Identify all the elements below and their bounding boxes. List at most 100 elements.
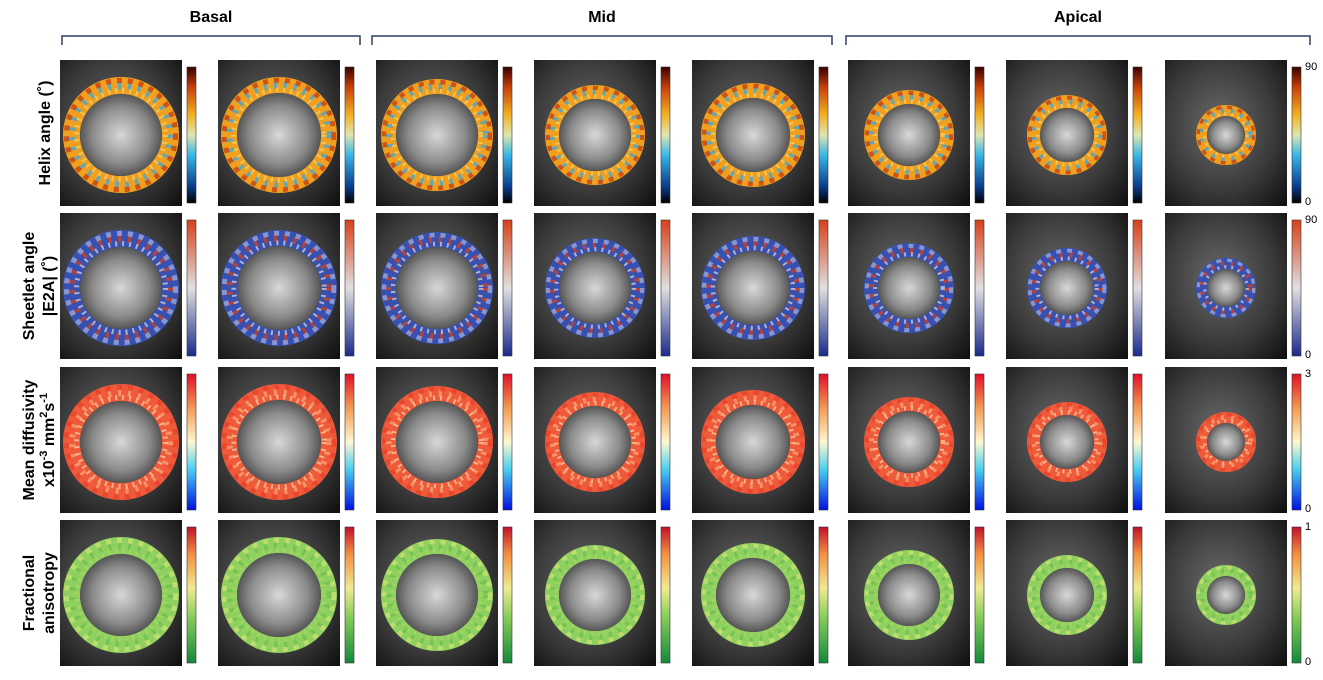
- myocardium-texture: [873, 406, 945, 478]
- mri-panel: [1165, 520, 1302, 666]
- colorbar: [974, 373, 985, 511]
- myocardium-texture: [390, 395, 484, 489]
- myocardium-texture: [67, 81, 175, 189]
- myocardium-texture: [385, 390, 489, 494]
- scale-min-label: 0: [1305, 196, 1311, 208]
- row-label-part: s: [41, 403, 58, 412]
- myocardium-texture: [1196, 412, 1256, 472]
- ventricle-cavity: [1207, 116, 1245, 154]
- myocardium-texture: [705, 394, 801, 490]
- mri-panel: [534, 520, 671, 666]
- mri-panel: [218, 367, 355, 513]
- mri-panel: [534, 60, 671, 206]
- myocardium-texture: [63, 230, 179, 346]
- mri-panel: [376, 367, 513, 513]
- ventricle-cavity: [80, 94, 162, 176]
- row-label-part: Helix angle (˚): [37, 81, 54, 186]
- mri-panel: [692, 213, 829, 359]
- myocardium-texture: [1035, 563, 1099, 627]
- myocardium-texture: [63, 77, 179, 193]
- colorbar: [1132, 373, 1143, 511]
- colorbar: [660, 219, 671, 357]
- myocardium-texture: [1203, 419, 1249, 465]
- myocardium-texture: [1035, 103, 1099, 167]
- mri-panel: [376, 213, 513, 359]
- myocardium-texture: [1027, 555, 1107, 635]
- myocardium-texture: [1035, 410, 1099, 474]
- mri-panel: [1165, 213, 1302, 359]
- scale-max-label: 90: [1305, 61, 1317, 73]
- colorbar: [502, 219, 513, 357]
- colorbar: [818, 526, 829, 664]
- myocardium-texture: [864, 90, 954, 180]
- row-label-part: anisotropy: [41, 552, 58, 634]
- scale-max-label: 3: [1305, 368, 1311, 380]
- myocardium-texture: [701, 390, 805, 494]
- myocardium-texture: [867, 400, 951, 484]
- colorbar: [660, 66, 671, 204]
- myocardium-texture: [1199, 568, 1253, 622]
- mri-panel: [376, 520, 513, 666]
- myocardium-texture: [1199, 108, 1253, 162]
- myocardium-texture: [74, 548, 168, 642]
- colorbar: [186, 526, 197, 664]
- row-label: x10-3 mm2s-1: [38, 393, 58, 487]
- scale-max-label: 90: [1305, 214, 1317, 226]
- myocardium-texture: [548, 241, 642, 335]
- myocardium-texture: [701, 543, 805, 647]
- ventricle-cavity: [1207, 576, 1245, 614]
- myocardium-texture: [225, 541, 333, 649]
- myocardium-texture: [390, 548, 484, 642]
- group-brackets: [61, 35, 1311, 45]
- ventricle-cavity: [80, 554, 162, 636]
- myocardium-texture: [1199, 261, 1253, 315]
- myocardium-texture: [221, 384, 337, 500]
- colorbar: [1291, 219, 1302, 357]
- ventricle-cavity: [1040, 568, 1094, 622]
- colorbar: [818, 373, 829, 511]
- mri-panel: [1165, 60, 1302, 206]
- myocardium-texture: [554, 554, 636, 636]
- colorbar: [186, 66, 197, 204]
- myocardium-texture: [381, 232, 493, 344]
- colorbar: [344, 526, 355, 664]
- colorbar: [1291, 526, 1302, 664]
- ventricle-cavity: [716, 558, 790, 632]
- myocardium-texture: [705, 547, 801, 643]
- row-label-part: -3: [38, 451, 50, 461]
- colorbar: [818, 66, 829, 204]
- myocardium-texture: [1030, 558, 1104, 632]
- myocardium-texture: [67, 541, 175, 649]
- group-title: Mid: [588, 9, 616, 26]
- myocardium-texture: [221, 77, 337, 193]
- myocardium-texture: [1030, 251, 1104, 325]
- myocardium-texture: [701, 236, 805, 340]
- row-label-part: |E2A| (˚): [41, 256, 58, 317]
- colorbar: [502, 373, 513, 511]
- colorbar: [974, 66, 985, 204]
- myocardium-texture: [545, 85, 645, 185]
- mri-panel: [218, 60, 355, 206]
- myocardium-texture: [710, 245, 796, 331]
- myocardium-texture: [864, 397, 954, 487]
- ventricle-cavity: [80, 247, 162, 329]
- myocardium-texture: [74, 241, 168, 335]
- myocardium-texture: [385, 83, 489, 187]
- mri-panel: [692, 60, 829, 206]
- mri-panel: [376, 60, 513, 206]
- mri-panel: [848, 213, 985, 359]
- row-label: Mean diffusivity: [21, 379, 38, 500]
- ventricle-cavity: [1040, 415, 1094, 469]
- ventricle-cavity: [396, 554, 478, 636]
- colorbar: [818, 219, 829, 357]
- myocardium-texture: [1027, 248, 1107, 328]
- mri-panel: [218, 520, 355, 666]
- myocardium-texture: [548, 395, 642, 489]
- mri-panel: [1006, 520, 1143, 666]
- myocardium-texture: [710, 552, 796, 638]
- myocardium-texture: [231, 87, 327, 183]
- ventricle-cavity: [559, 252, 631, 324]
- myocardium-texture: [63, 537, 179, 653]
- ventricle-cavity: [237, 553, 321, 637]
- mri-panel: [1006, 367, 1143, 513]
